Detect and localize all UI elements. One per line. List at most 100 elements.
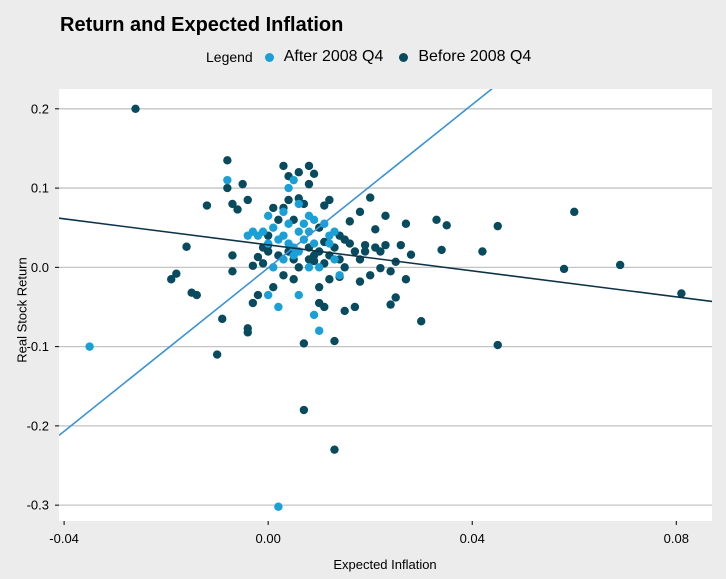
- data-point-before: [228, 199, 237, 209]
- data-point-before: [355, 207, 365, 217]
- data-point-before: [442, 221, 451, 230]
- data-point-after: [284, 183, 293, 193]
- data-point-before: [243, 195, 252, 205]
- data-point-after: [263, 239, 273, 248]
- data-point-after: [274, 302, 283, 312]
- data-point-before: [360, 240, 370, 250]
- data-point-before: [345, 217, 354, 226]
- data-point-before: [314, 282, 324, 292]
- data-point-before: [253, 252, 263, 262]
- data-point-before: [396, 240, 406, 250]
- data-point-after: [289, 175, 298, 185]
- data-point-after: [335, 271, 344, 280]
- data-point-before: [294, 263, 303, 272]
- data-point-after: [314, 263, 324, 272]
- data-point-after: [330, 255, 339, 264]
- data-point-before: [360, 247, 370, 256]
- data-point-before: [187, 288, 196, 297]
- data-point-after: [294, 227, 303, 236]
- fit-line-before: [59, 217, 712, 303]
- data-point-after: [299, 219, 309, 228]
- data-point-after: [263, 290, 273, 300]
- data-point-before: [478, 247, 487, 256]
- data-point-before: [182, 242, 191, 251]
- data-point-after: [309, 310, 319, 320]
- y-tick-label: 0.0: [31, 260, 49, 275]
- data-point-before: [309, 169, 319, 179]
- data-point-before: [493, 340, 502, 350]
- data-point-before: [345, 239, 354, 248]
- data-point-after: [325, 239, 334, 248]
- data-point-before: [386, 267, 395, 276]
- data-point-before: [253, 290, 263, 300]
- data-point-after: [294, 290, 303, 300]
- data-point-before: [248, 261, 258, 270]
- data-point-before: [330, 445, 339, 454]
- data-point-after: [279, 207, 288, 217]
- legend-label-after: After 2008 Q4: [283, 48, 384, 65]
- x-tick-label: 0.00: [256, 531, 281, 546]
- data-point-before: [570, 207, 579, 217]
- legend-dot-before: [399, 52, 409, 62]
- data-point-before: [202, 201, 212, 210]
- legend-item-after: After 2008 Q4: [264, 48, 384, 66]
- data-point-before: [401, 219, 411, 228]
- data-point-before: [218, 314, 227, 324]
- data-point-after: [263, 211, 273, 221]
- data-point-after: [258, 227, 268, 236]
- y-axis-label: Real Stock Return: [14, 257, 30, 363]
- data-point-before: [172, 269, 181, 278]
- data-point-before: [279, 161, 288, 171]
- chart-title: Return and Expected Inflation: [60, 14, 344, 36]
- data-point-before: [386, 300, 395, 309]
- data-point-before: [258, 259, 268, 268]
- data-point-after: [223, 175, 232, 185]
- data-point-before: [615, 260, 625, 270]
- data-point-before: [243, 328, 252, 337]
- x-axis-label: Expected Inflation: [333, 557, 437, 572]
- data-point-before: [223, 156, 232, 165]
- legend-item-before: Before 2008 Q4: [399, 48, 531, 66]
- data-point-before: [294, 168, 303, 177]
- data-point-before: [274, 215, 283, 224]
- data-point-before: [677, 289, 686, 298]
- x-tick-label: 0.08: [664, 531, 689, 546]
- data-point-before: [340, 306, 349, 316]
- data-point-before: [330, 336, 339, 346]
- data-point-after: [309, 215, 319, 224]
- data-point-before: [299, 405, 309, 415]
- fit-line-after: [59, 89, 493, 437]
- data-point-before: [228, 267, 237, 276]
- data-point-before: [269, 203, 278, 213]
- x-tick-label: -0.04: [49, 531, 79, 546]
- data-point-after: [269, 223, 278, 232]
- data-point-before: [299, 339, 309, 348]
- data-point-before: [381, 211, 390, 221]
- data-point-before: [233, 205, 242, 214]
- data-point-before: [493, 221, 502, 231]
- legend-label-before: Before 2008 Q4: [418, 48, 532, 65]
- data-point-after: [289, 251, 298, 260]
- y-tick-label: -0.3: [27, 498, 49, 513]
- data-point-after: [314, 326, 324, 335]
- data-point-before: [304, 161, 314, 171]
- data-point-before: [376, 247, 385, 256]
- data-point-before: [131, 104, 140, 114]
- data-point-before: [228, 251, 237, 260]
- data-point-before: [417, 317, 426, 326]
- y-tick-label: 0.1: [31, 181, 49, 196]
- data-point-after: [243, 231, 252, 240]
- data-point-before: [381, 240, 390, 250]
- data-point-before: [350, 247, 360, 256]
- data-point-before: [365, 193, 375, 202]
- data-point-before: [212, 350, 222, 359]
- data-point-before: [371, 225, 380, 234]
- data-point-before: [365, 271, 375, 280]
- data-point-after: [279, 231, 288, 240]
- data-point-before: [269, 282, 278, 292]
- data-point-before: [284, 195, 293, 205]
- data-point-before: [304, 179, 314, 189]
- data-point-after: [284, 219, 293, 228]
- data-point-before: [376, 263, 385, 273]
- data-point-after: [85, 342, 94, 351]
